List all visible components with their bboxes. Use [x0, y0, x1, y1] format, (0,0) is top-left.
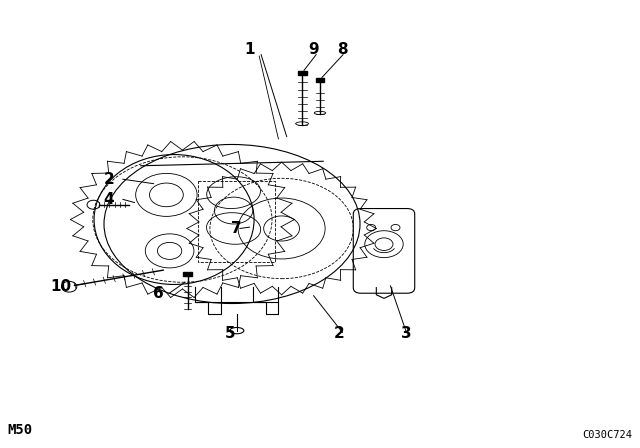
Text: 3: 3 [401, 326, 412, 341]
Text: 4: 4 [104, 192, 114, 207]
Text: 10: 10 [50, 279, 72, 294]
Text: 1: 1 [244, 42, 255, 57]
Text: 7: 7 [232, 221, 242, 236]
Text: 5: 5 [225, 326, 236, 341]
Text: C030C724: C030C724 [582, 430, 632, 440]
Text: 2: 2 [104, 172, 114, 187]
Text: M50: M50 [8, 423, 33, 437]
Bar [183, 272, 192, 276]
Text: 9: 9 [308, 42, 319, 57]
Text: 8: 8 [337, 42, 348, 57]
Bar [316, 78, 324, 82]
Text: 6: 6 [154, 286, 164, 301]
Bar [298, 71, 307, 75]
Text: 2: 2 [334, 326, 344, 341]
